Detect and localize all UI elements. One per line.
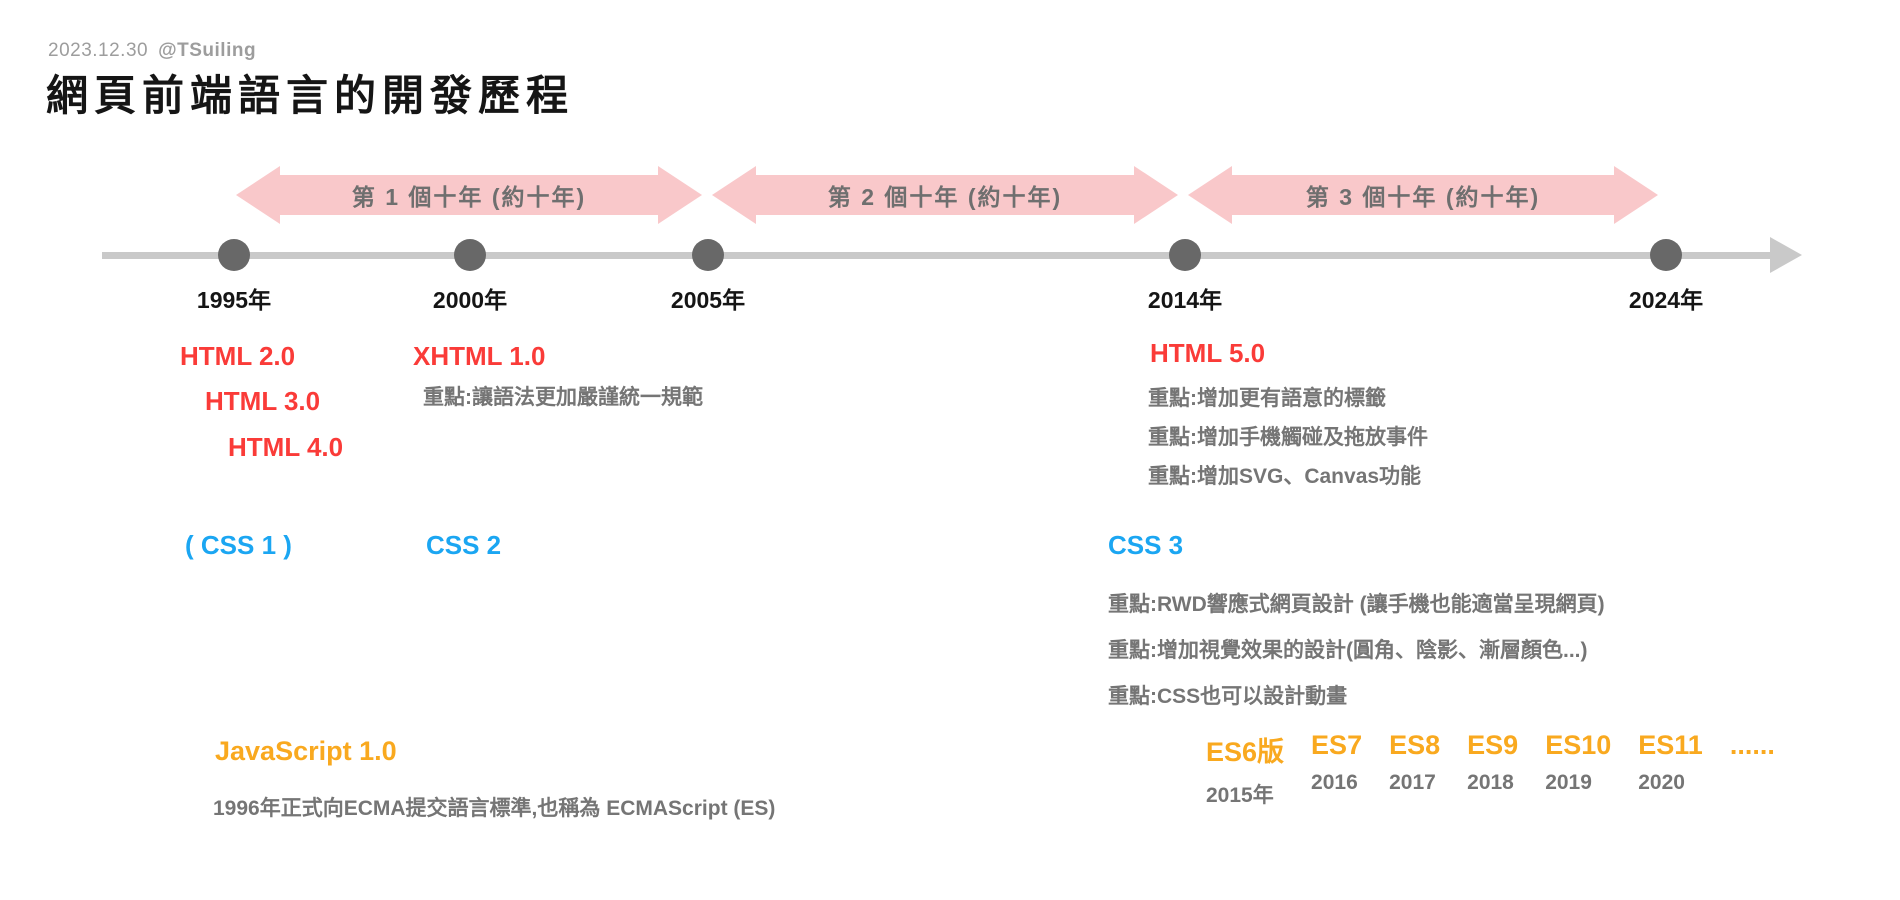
year-label-2000: 2000年 xyxy=(432,287,508,313)
author-handle: @TSuiling xyxy=(158,40,257,61)
es10-year: 2019 xyxy=(1545,771,1592,794)
decade-3-label: 第 3 個十年 (約十年) xyxy=(1305,184,1541,210)
es11-year: 2020 xyxy=(1638,771,1685,794)
es11-label: ES11 xyxy=(1638,730,1703,760)
css-3-note-1: 重點:RWD響應式網頁設計 (讓手機也能適當呈現網頁) xyxy=(1108,593,1605,616)
es-ellipsis-label: ...... xyxy=(1729,730,1775,760)
arrow-right-icon xyxy=(1614,166,1658,224)
es-version-column: ES10 2019 xyxy=(1545,730,1611,795)
css-3-label: CSS 3 xyxy=(1108,530,1184,560)
arrow-left-icon xyxy=(712,166,756,224)
javascript-1-label: JavaScript 1.0 xyxy=(215,736,397,766)
html-4-label: HTML 4.0 xyxy=(228,432,344,462)
es-version-column: ES9 2018 xyxy=(1467,730,1518,795)
css-3-note-3: 重點:CSS也可以設計動畫 xyxy=(1108,685,1348,708)
timeline-dot-2000 xyxy=(454,239,486,271)
css-3-note-2: 重點:增加視覺效果的設計(圓角、陰影、漸層顏色...) xyxy=(1108,639,1588,662)
arrow-right-icon xyxy=(1134,166,1178,224)
arrow-left-icon xyxy=(236,166,280,224)
decade-2-label: 第 2 個十年 (約十年) xyxy=(827,184,1063,210)
year-label-1995: 1995年 xyxy=(196,287,272,313)
es-versions-row: ES6版 2015年 ES7 2016 ES8 2017 ES9 2018 ES… xyxy=(1206,730,1775,809)
decade-1-label: 第 1 個十年 (約十年) xyxy=(351,184,587,210)
html-5-note-1: 重點:增加更有語意的標籤 xyxy=(1148,387,1386,410)
es6-year: 2015年 xyxy=(1206,784,1274,807)
page-title: 網頁前端語言的開發歷程 xyxy=(46,72,575,119)
es-version-column: ...... xyxy=(1730,730,1775,771)
xhtml-note: 重點:讓語法更加嚴謹統一規範 xyxy=(423,386,703,409)
html-5-label: HTML 5.0 xyxy=(1150,338,1266,368)
timeline-dot-2005 xyxy=(692,239,724,271)
decade-arrow-2: 第 2 個十年 (約十年) xyxy=(712,166,1178,224)
year-label-2014: 2014年 xyxy=(1147,287,1223,313)
es6-label: ES6版 xyxy=(1206,737,1285,767)
es9-year: 2018 xyxy=(1467,771,1514,794)
html-2-label: HTML 2.0 xyxy=(180,341,296,371)
es7-label: ES7 xyxy=(1311,730,1363,760)
timeline-axis xyxy=(102,252,1774,259)
es10-label: ES10 xyxy=(1545,730,1612,760)
css-2-label: CSS 2 xyxy=(426,530,502,560)
decade-arrow-3: 第 3 個十年 (約十年) xyxy=(1188,166,1658,224)
es-version-column: ES11 2020 xyxy=(1638,730,1703,795)
timeline-dot-1995 xyxy=(218,239,250,271)
html-5-note-3: 重點:增加SVG、Canvas功能 xyxy=(1148,465,1422,488)
timeline-dot-2014 xyxy=(1169,239,1201,271)
es8-label: ES8 xyxy=(1389,730,1441,760)
javascript-note: 1996年正式向ECMA提交語言標準,也稱為 ECMAScript (ES) xyxy=(213,797,776,820)
html-3-label: HTML 3.0 xyxy=(205,386,321,416)
html-5-note-2: 重點:增加手機觸碰及拖放事件 xyxy=(1148,426,1428,449)
css-1-label: ( CSS 1 ) xyxy=(185,530,292,560)
year-label-2005: 2005年 xyxy=(670,287,746,313)
es-version-column: ES7 2016 xyxy=(1311,730,1362,795)
slide-date: 2023.12.30 xyxy=(48,40,149,61)
es7-year: 2016 xyxy=(1311,771,1358,794)
year-label-2024: 2024年 xyxy=(1628,287,1704,313)
es-version-column: ES8 2017 xyxy=(1389,730,1440,795)
xhtml-1-label: XHTML 1.0 xyxy=(413,341,546,371)
es-version-column: ES6版 2015年 xyxy=(1206,730,1284,809)
slide-date-author: 2023.12.30 @TSuiling xyxy=(48,40,256,62)
es9-label: ES9 xyxy=(1467,730,1519,760)
es8-year: 2017 xyxy=(1389,771,1436,794)
timeline-dot-2024 xyxy=(1650,239,1682,271)
timeline-arrowhead-icon xyxy=(1770,237,1802,273)
html-5-notes: 重點:增加更有語意的標籤 重點:增加手機觸碰及拖放事件 重點:增加SVG、Can… xyxy=(1148,379,1428,496)
arrow-right-icon xyxy=(658,166,702,224)
decade-arrow-1: 第 1 個十年 (約十年) xyxy=(236,166,702,224)
arrow-left-icon xyxy=(1188,166,1232,224)
css-3-notes: 重點:RWD響應式網頁設計 (讓手機也能適當呈現網頁) 重點:增加視覺效果的設計… xyxy=(1108,582,1605,720)
